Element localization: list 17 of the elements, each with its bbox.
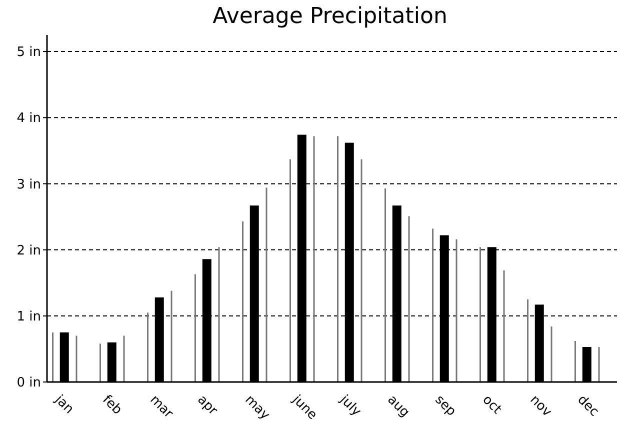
x-tick-label: mar <box>146 392 176 422</box>
x-tick-label: sep <box>432 392 459 420</box>
x-tick-label: oct <box>479 392 504 418</box>
x-tick-label: jan <box>51 392 76 418</box>
x-tick-label: aug <box>384 392 412 420</box>
x-tick-label: feb <box>99 392 125 418</box>
x-tick-label: apr <box>194 392 221 419</box>
x-tick-label: nov <box>526 392 554 420</box>
x-tick-label: july <box>336 392 364 420</box>
y-tick-label: 5 in <box>16 45 41 60</box>
y-tick-label: 3 in <box>16 177 41 192</box>
y-tick-label: 0 in <box>16 376 41 391</box>
y-tick-label: 2 in <box>16 243 41 258</box>
chart-title: Average Precipitation <box>212 4 448 29</box>
y-tick-label: 4 in <box>16 111 41 126</box>
y-tick-label: 1 in <box>16 310 41 325</box>
x-tick-label: dec <box>574 392 602 420</box>
